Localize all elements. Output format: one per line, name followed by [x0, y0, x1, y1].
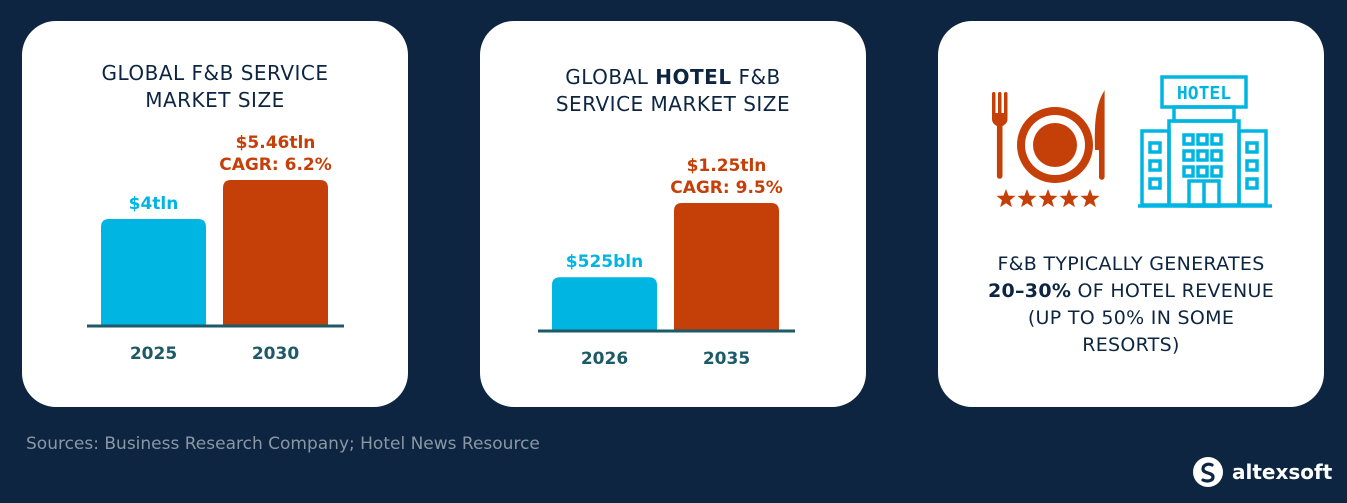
bar-2026	[552, 277, 657, 331]
star-icon	[1080, 189, 1100, 208]
brand-name: altexsoft	[1232, 460, 1333, 484]
fork-icon	[992, 92, 1008, 179]
window-icon	[1210, 165, 1223, 178]
data-label: CAGR: 9.5%	[670, 178, 783, 198]
window-icon	[1196, 133, 1209, 146]
x-tick-label: 2035	[703, 349, 750, 369]
chart-card-hotel-fnb: GLOBAL HOTEL F&B SERVICE MARKET SIZE $52…	[480, 21, 866, 407]
x-tick-label: 2026	[581, 349, 628, 369]
window-icon	[1196, 149, 1209, 162]
bar-2035	[674, 203, 779, 331]
hotel-revenue-note: F&B TYPICALLY GENERATES 20–30% OF HOTEL …	[987, 253, 1275, 356]
info-card-hotel-revenue: HOTEL F&B TYPICALLY GENERATES 20–30% OF …	[938, 21, 1324, 407]
window-icon	[1210, 133, 1223, 146]
x-tick-label: 2030	[252, 344, 299, 364]
plate-icon	[1017, 107, 1093, 183]
window-icon	[1148, 177, 1162, 190]
bar-2025	[101, 219, 206, 326]
icons-illustration: HOTEL	[992, 75, 1272, 208]
star-icon	[996, 189, 1016, 208]
window-icon	[1245, 141, 1259, 154]
plate-fork-knife-icon	[992, 90, 1105, 183]
data-label: CAGR: 6.2%	[219, 155, 332, 175]
hotel-windows	[1148, 133, 1259, 190]
five-stars-icon	[996, 189, 1100, 208]
chart-title: GLOBAL HOTEL F&B SERVICE MARKET SIZE	[555, 65, 791, 116]
data-label: $525bln	[566, 252, 643, 272]
data-label: $1.25tln	[687, 156, 767, 176]
window-icon	[1210, 149, 1223, 162]
hotel-building-icon: HOTEL	[1138, 75, 1272, 208]
window-icon	[1245, 177, 1259, 190]
window-icon	[1148, 141, 1162, 154]
window-icon	[1182, 149, 1195, 162]
window-icon	[1148, 159, 1162, 172]
window-icon	[1182, 165, 1195, 178]
data-label: $4tln	[129, 194, 179, 214]
svg-text:HOTEL: HOTEL	[1177, 83, 1231, 104]
bar-2030	[223, 180, 328, 326]
star-icon	[1017, 189, 1037, 208]
altexsoft-logo: altexsoft	[1192, 455, 1332, 489]
window-icon	[1182, 133, 1195, 146]
sources-text: Sources: Business Research Company; Hote…	[26, 434, 540, 454]
data-label: $5.46tln	[236, 133, 316, 153]
knife-icon	[1094, 90, 1105, 180]
chart-title: GLOBAL F&B SERVICE MARKET SIZE	[101, 61, 329, 112]
chart-card-global-fnb: GLOBAL F&B SERVICE MARKET SIZE $4tln 2025…	[22, 21, 408, 407]
window-icon	[1196, 165, 1209, 178]
star-icon	[1059, 189, 1079, 208]
star-icon	[1038, 189, 1058, 208]
x-tick-label: 2025	[130, 344, 177, 364]
window-icon	[1245, 159, 1259, 172]
altexsoft-logo-icon	[1193, 457, 1223, 487]
